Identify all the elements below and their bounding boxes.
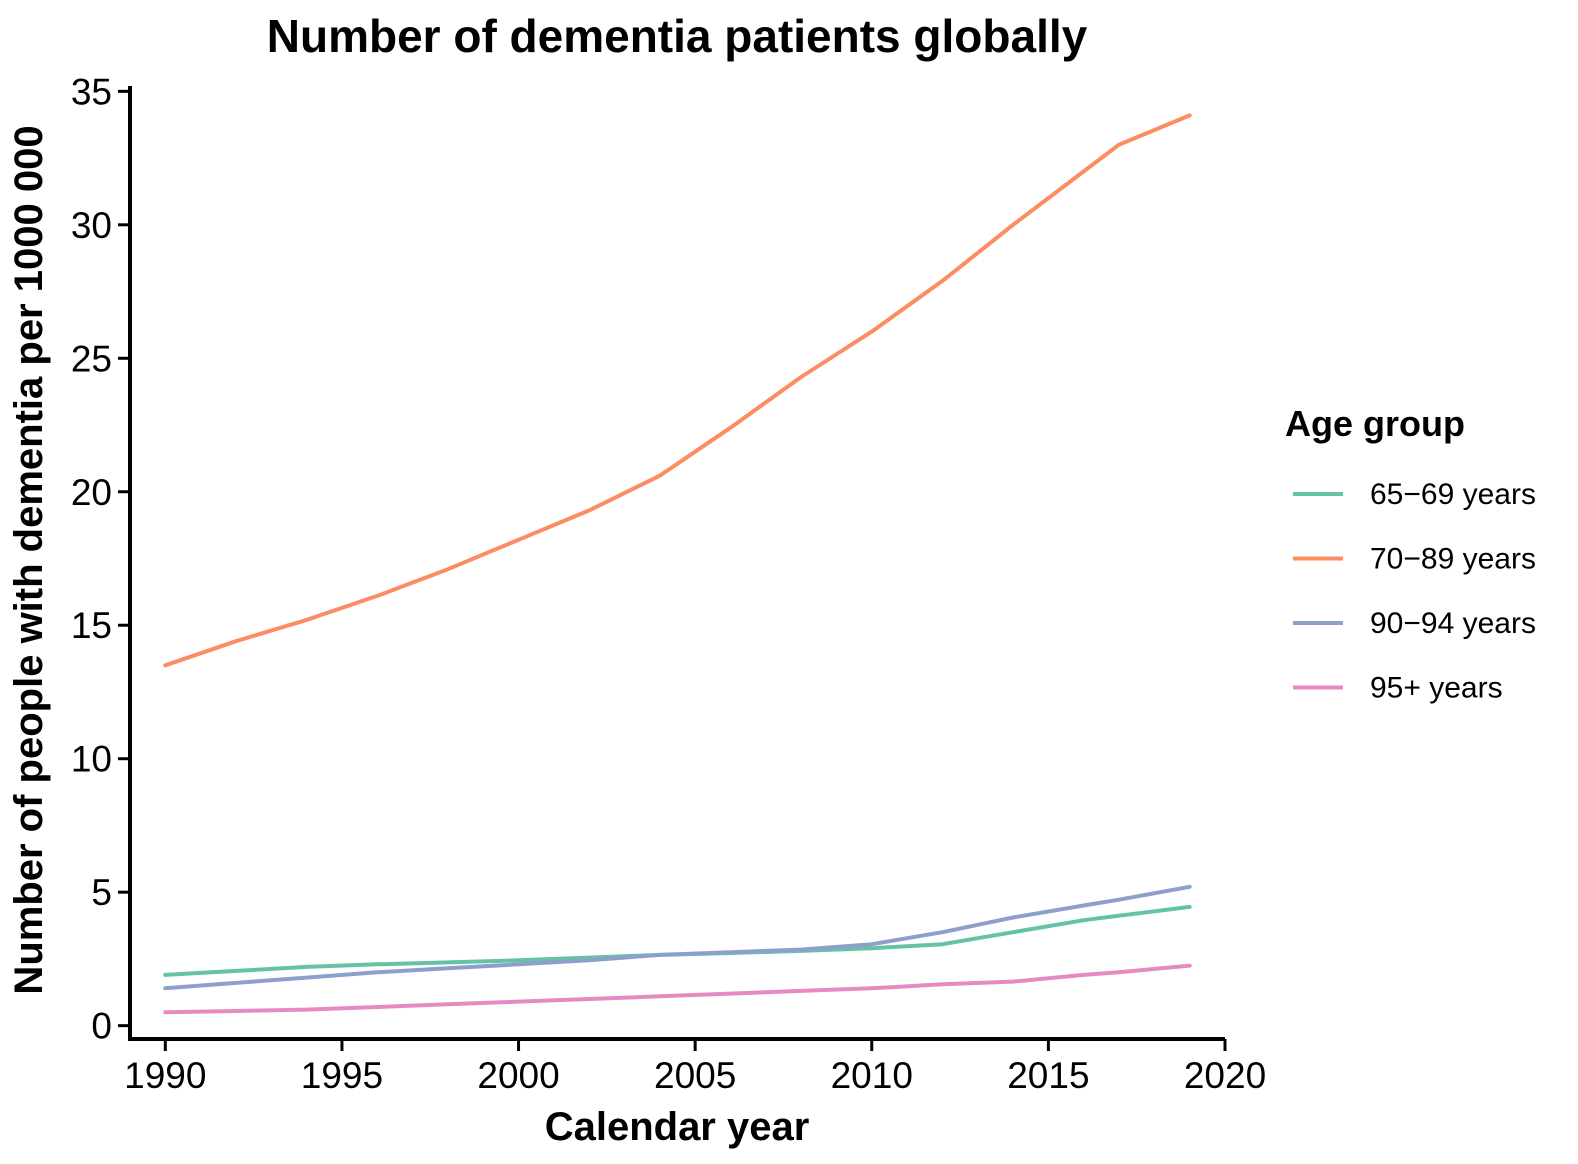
y-axis-title: Number of people with dementia per 1000 … xyxy=(7,125,51,994)
y-tick-label: 5 xyxy=(91,872,112,913)
y-tick-label: 0 xyxy=(91,1006,112,1047)
x-tick-label: 1990 xyxy=(124,1055,206,1096)
x-tick-label: 2000 xyxy=(477,1055,559,1096)
y-tick-label: 20 xyxy=(71,472,112,513)
series-line-4 xyxy=(163,963,1192,1015)
y-tick-label: 10 xyxy=(71,739,112,780)
legend-label: 65−69 years xyxy=(1370,478,1536,511)
y-tick-label: 30 xyxy=(71,205,112,246)
x-axis-title: Calendar year xyxy=(545,1105,810,1149)
y-tick-label: 25 xyxy=(71,338,112,379)
legend-label: 90−94 years xyxy=(1370,607,1536,640)
x-tick-label: 2010 xyxy=(831,1055,913,1096)
legend-label: 70−89 years xyxy=(1370,543,1536,576)
series-line-3 xyxy=(163,884,1192,991)
y-tick-label: 15 xyxy=(71,605,112,646)
chart-title: Number of dementia patients globally xyxy=(267,10,1088,62)
y-tick-label: 35 xyxy=(71,71,112,112)
plot-area: 0 5 10 15 20 25 30 35 1990 1995 2000 2005 2010 2015 2… xyxy=(71,71,1266,1096)
x-tick-label: 1995 xyxy=(301,1055,383,1096)
legend-label: 95+ years xyxy=(1370,672,1503,705)
series-line-1 xyxy=(163,904,1192,977)
x-tick-label: 2015 xyxy=(1007,1055,1089,1096)
legend: Age group 65−69 years 70−89 years 90−94 ye… xyxy=(1285,403,1536,705)
y-axis-ticks: 0 5 10 15 20 25 30 35 xyxy=(71,71,130,1047)
x-axis-ticks: 1990 1995 2000 2005 2010 2015 2020 xyxy=(124,1039,1266,1096)
series-line-2 xyxy=(163,113,1192,668)
legend-title: Age group xyxy=(1285,403,1465,444)
legend-items: 65−69 years 70−89 years 90−94 years 95+ yea… xyxy=(1293,478,1536,705)
series-lines xyxy=(163,113,1192,1015)
x-tick-label: 2020 xyxy=(1184,1055,1266,1096)
x-tick-label: 2005 xyxy=(654,1055,736,1096)
